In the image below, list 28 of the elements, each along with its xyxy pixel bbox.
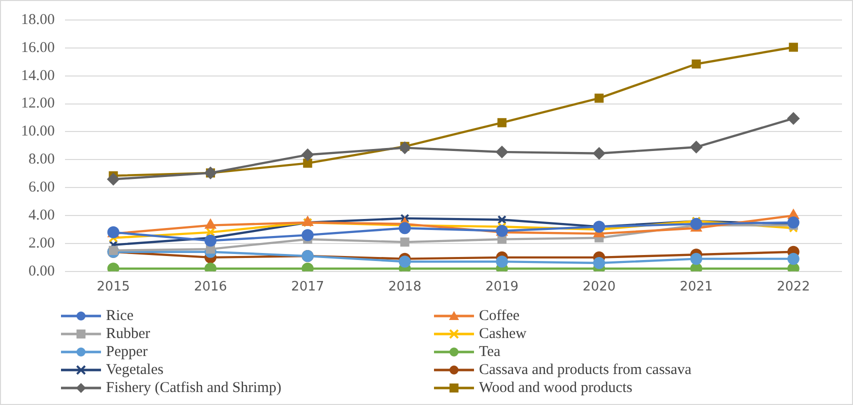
y-tick-label: 0.00 bbox=[28, 263, 55, 280]
x-tick-label: 2018 bbox=[388, 280, 422, 295]
x-tick-label: 2015 bbox=[96, 280, 130, 295]
x-tick-label: 2020 bbox=[582, 280, 616, 295]
legend-label: Vegetales bbox=[106, 361, 164, 379]
y-tick-label: 16.00 bbox=[21, 40, 55, 56]
y-tick-label: 14.00 bbox=[21, 68, 55, 84]
legend-label: Fishery (Catfish and Shrimp) bbox=[106, 379, 282, 397]
legend-label: Pepper bbox=[106, 343, 148, 361]
x-tick-label: 2017 bbox=[291, 280, 324, 295]
y-tick-label: 10.00 bbox=[21, 124, 55, 140]
legend-label: Cashew bbox=[479, 325, 526, 343]
legend-label: Rice bbox=[106, 307, 134, 325]
x-tick-label: 2022 bbox=[776, 280, 810, 295]
x-tick-label: 2019 bbox=[485, 280, 518, 295]
y-tick-label: 2.00 bbox=[28, 235, 55, 252]
legend-label: Coffee bbox=[479, 307, 520, 325]
x-tick-label: 2021 bbox=[680, 280, 713, 295]
legend-label: Cassava and products from cassava bbox=[479, 361, 692, 379]
legend-label: Wood and wood products bbox=[479, 379, 632, 397]
legend-label: Rubber bbox=[106, 325, 150, 343]
y-tick-label: 6.00 bbox=[28, 180, 55, 196]
x-tick-label: 2016 bbox=[194, 280, 228, 295]
legend-label: Tea bbox=[479, 343, 500, 361]
y-tick-label: 18.00 bbox=[21, 12, 55, 28]
y-tick-label: 4.00 bbox=[28, 207, 55, 224]
y-tick-label: 12.00 bbox=[21, 96, 55, 112]
y-tick-label: 8.00 bbox=[28, 152, 55, 168]
